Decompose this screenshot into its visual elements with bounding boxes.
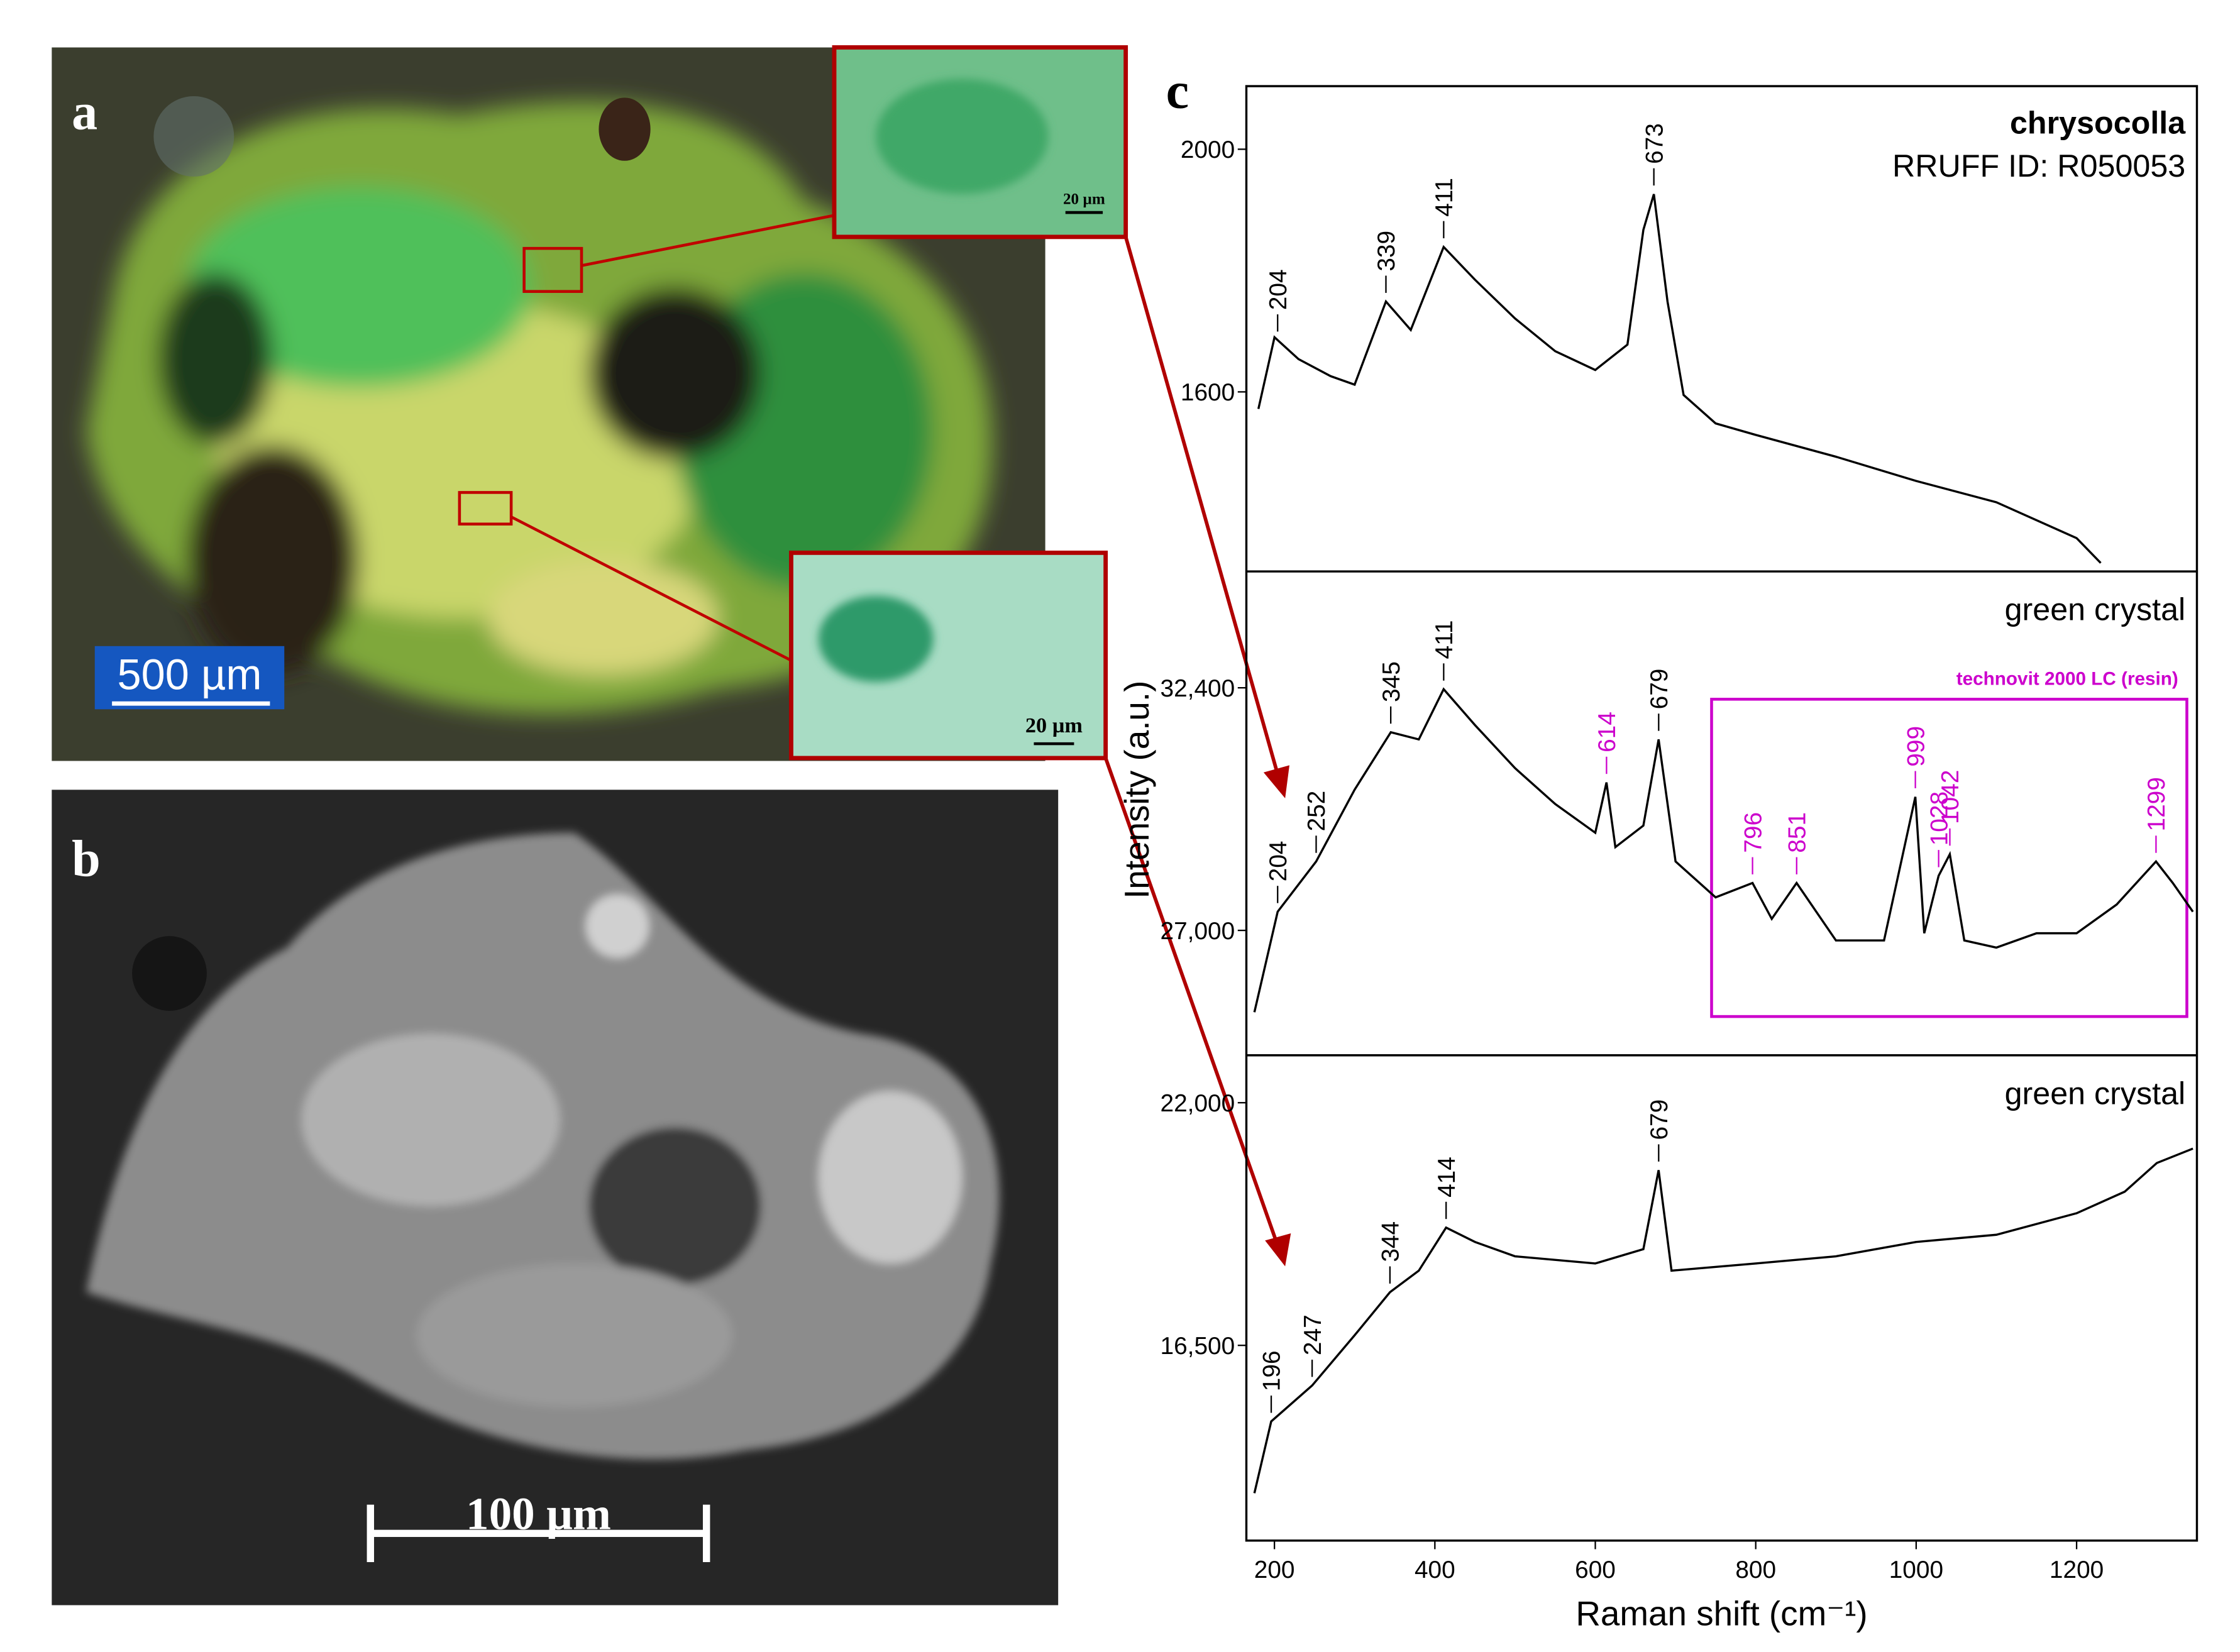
spectrum <box>1253 1147 2193 1494</box>
peak-label: 345 <box>1378 661 1405 702</box>
panel-label: c <box>1166 62 1189 119</box>
scale-bar-label: 100 µm <box>466 1488 611 1539</box>
spectra: 1600 2000 204 339 411 673 chrysocolla RRUFF ID:… <box>1161 105 2194 1583</box>
peak-label: 999 <box>1902 726 1929 767</box>
peak-label: 796 <box>1740 812 1767 853</box>
panel-label: a <box>72 84 97 141</box>
peak-label: 204 <box>1265 269 1292 310</box>
connector <box>510 515 792 662</box>
x-tick-label: 1000 <box>1889 1556 1943 1583</box>
spectrum <box>1253 687 2194 1013</box>
peak-label: 196 <box>1259 1350 1286 1391</box>
peak-label: 1299 <box>2143 777 2170 831</box>
y-tick-label: 27,000 <box>1161 918 1235 945</box>
scale-bar-label: 20 µm <box>1063 190 1105 207</box>
arrow <box>1123 236 1280 776</box>
scale-bar-box <box>94 646 285 710</box>
x-tick-label: 1200 <box>2050 1556 2104 1583</box>
region-box <box>522 246 583 293</box>
arrow <box>1103 757 1280 1247</box>
peak-label: 851 <box>1784 812 1811 853</box>
resin-region <box>1710 698 2188 1018</box>
peak-label: 673 <box>1641 123 1668 164</box>
peak-label: 339 <box>1373 231 1400 272</box>
spectrum <box>1257 194 2102 564</box>
arrow-head <box>1265 1233 1291 1267</box>
x-tick-label: 200 <box>1254 1556 1295 1583</box>
connector <box>581 214 835 267</box>
plot-frame <box>1245 85 2199 1542</box>
y-tick-label: 22,000 <box>1161 1090 1235 1117</box>
peak-label: 1042 <box>1937 770 1964 824</box>
x-axis-label: Raman shift (cm⁻¹) <box>1575 1594 1867 1633</box>
peak-label: 614 <box>1594 712 1621 752</box>
peak-label: 679 <box>1646 669 1673 710</box>
spectrum-title: chrysocolla <box>2010 105 2186 140</box>
inset-bottom: 20 µm <box>789 550 1108 761</box>
spectrum-title: green crystal <box>2005 1076 2186 1111</box>
spectrum-title: green crystal <box>2005 592 2186 627</box>
y-tick-label: 2000 <box>1181 136 1235 163</box>
y-tick-label: 32,400 <box>1161 675 1235 702</box>
peak-label: 411 <box>1431 178 1458 217</box>
x-tick-label: 600 <box>1575 1556 1616 1583</box>
peak-label: 344 <box>1377 1221 1404 1262</box>
x-tick-label: 800 <box>1735 1556 1776 1583</box>
y-tick-label: 1600 <box>1181 379 1235 406</box>
peak-label: 204 <box>1265 841 1292 882</box>
peak-label: 414 <box>1433 1157 1460 1198</box>
scale-bar-label: 20 µm <box>1025 713 1083 737</box>
x-tick-label: 400 <box>1415 1556 1455 1583</box>
spectrum-subtitle: RRUFF ID: R050053 <box>1892 148 2185 184</box>
y-tick-label: 16,500 <box>1161 1333 1235 1360</box>
region-box <box>458 491 513 526</box>
arrow-head <box>1263 765 1290 798</box>
peak-label: 411 <box>1431 620 1458 659</box>
peak-label: 252 <box>1303 791 1330 832</box>
scale-bar-label: 500 µm <box>118 650 262 698</box>
resin-annotation: technovit 2000 LC (resin) <box>1956 668 2178 689</box>
peak-label: 679 <box>1646 1099 1673 1140</box>
peak-label: 247 <box>1299 1314 1327 1355</box>
peak-label: 1028 <box>1926 791 1953 845</box>
inset-top: 20 µm <box>832 45 1128 240</box>
sem-image <box>52 790 1059 1605</box>
panel-label: b <box>72 830 101 887</box>
y-axis-label: Intensity (a.u.) <box>1117 681 1156 899</box>
